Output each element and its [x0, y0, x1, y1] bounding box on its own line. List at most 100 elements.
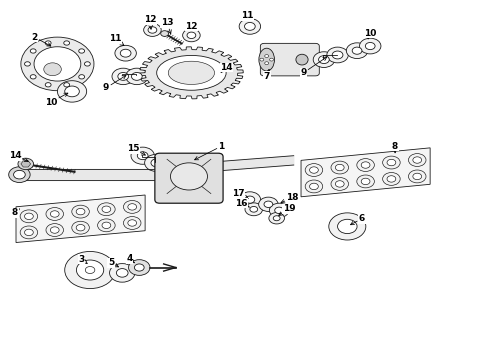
- Circle shape: [265, 62, 269, 64]
- FancyBboxPatch shape: [155, 153, 223, 203]
- Circle shape: [9, 167, 30, 183]
- Circle shape: [305, 180, 323, 193]
- Circle shape: [361, 162, 370, 168]
- Circle shape: [245, 22, 255, 30]
- Circle shape: [383, 156, 400, 169]
- Ellipse shape: [168, 61, 215, 85]
- Circle shape: [327, 47, 348, 63]
- Circle shape: [331, 161, 348, 174]
- Circle shape: [110, 264, 135, 282]
- Polygon shape: [216, 156, 294, 171]
- Circle shape: [98, 219, 115, 232]
- Circle shape: [20, 210, 38, 223]
- Circle shape: [310, 167, 318, 173]
- Circle shape: [65, 251, 116, 289]
- Text: 10: 10: [364, 29, 376, 39]
- Circle shape: [50, 211, 59, 217]
- Circle shape: [137, 152, 148, 159]
- Circle shape: [259, 197, 278, 211]
- Circle shape: [24, 62, 30, 66]
- Circle shape: [14, 170, 25, 179]
- Circle shape: [270, 58, 273, 61]
- Circle shape: [387, 159, 396, 166]
- Text: 6: 6: [350, 214, 365, 225]
- Circle shape: [273, 216, 280, 221]
- Circle shape: [128, 220, 137, 226]
- Circle shape: [413, 173, 421, 180]
- Text: 10: 10: [45, 93, 68, 107]
- Text: 9: 9: [103, 76, 126, 92]
- Circle shape: [34, 47, 81, 81]
- Circle shape: [64, 83, 70, 87]
- Circle shape: [18, 158, 33, 170]
- Circle shape: [338, 219, 357, 234]
- Circle shape: [123, 201, 141, 213]
- Circle shape: [80, 263, 99, 277]
- Circle shape: [171, 163, 207, 190]
- Circle shape: [413, 157, 421, 163]
- Circle shape: [245, 203, 263, 216]
- Text: 14: 14: [9, 151, 28, 162]
- Circle shape: [409, 170, 426, 183]
- Circle shape: [85, 266, 95, 274]
- Circle shape: [116, 269, 128, 277]
- Text: 4: 4: [126, 254, 134, 263]
- Circle shape: [30, 49, 36, 53]
- Circle shape: [128, 260, 150, 275]
- Circle shape: [352, 47, 362, 54]
- Circle shape: [313, 52, 335, 67]
- Text: 19: 19: [279, 204, 295, 216]
- Circle shape: [120, 49, 131, 57]
- Circle shape: [310, 183, 318, 190]
- Circle shape: [366, 42, 375, 50]
- Circle shape: [128, 204, 137, 210]
- Circle shape: [161, 31, 169, 36]
- Text: 11: 11: [109, 35, 124, 45]
- Circle shape: [46, 224, 64, 237]
- Circle shape: [115, 45, 136, 61]
- Circle shape: [64, 41, 70, 45]
- Ellipse shape: [157, 55, 226, 90]
- Circle shape: [187, 32, 196, 39]
- Text: 14: 14: [220, 63, 233, 72]
- Circle shape: [183, 29, 200, 42]
- Text: 1: 1: [195, 141, 225, 160]
- Circle shape: [335, 164, 344, 171]
- Circle shape: [30, 75, 36, 79]
- Circle shape: [131, 147, 154, 164]
- Circle shape: [76, 208, 85, 215]
- Circle shape: [264, 201, 273, 207]
- Text: 18: 18: [281, 193, 299, 203]
- Circle shape: [20, 226, 38, 239]
- FancyBboxPatch shape: [260, 43, 319, 76]
- Circle shape: [239, 18, 261, 34]
- Circle shape: [245, 196, 255, 203]
- Circle shape: [98, 203, 115, 216]
- Circle shape: [131, 72, 142, 80]
- Text: 3: 3: [79, 255, 87, 264]
- Polygon shape: [21, 161, 30, 167]
- Circle shape: [125, 68, 148, 85]
- Circle shape: [134, 264, 144, 271]
- Circle shape: [112, 68, 134, 85]
- Circle shape: [260, 58, 264, 61]
- Circle shape: [332, 51, 343, 59]
- Ellipse shape: [259, 48, 274, 71]
- Text: 7: 7: [264, 69, 270, 81]
- Circle shape: [46, 208, 64, 220]
- Circle shape: [409, 154, 426, 166]
- Circle shape: [275, 207, 284, 213]
- Circle shape: [76, 260, 104, 280]
- Ellipse shape: [296, 54, 308, 65]
- Text: 5: 5: [108, 258, 119, 267]
- Circle shape: [335, 181, 344, 187]
- Circle shape: [123, 217, 141, 229]
- Polygon shape: [140, 47, 243, 99]
- Circle shape: [102, 222, 111, 229]
- Circle shape: [305, 163, 323, 176]
- Text: 17: 17: [232, 189, 248, 198]
- Circle shape: [50, 227, 59, 233]
- Circle shape: [45, 83, 51, 87]
- Circle shape: [148, 27, 157, 33]
- Circle shape: [331, 177, 348, 190]
